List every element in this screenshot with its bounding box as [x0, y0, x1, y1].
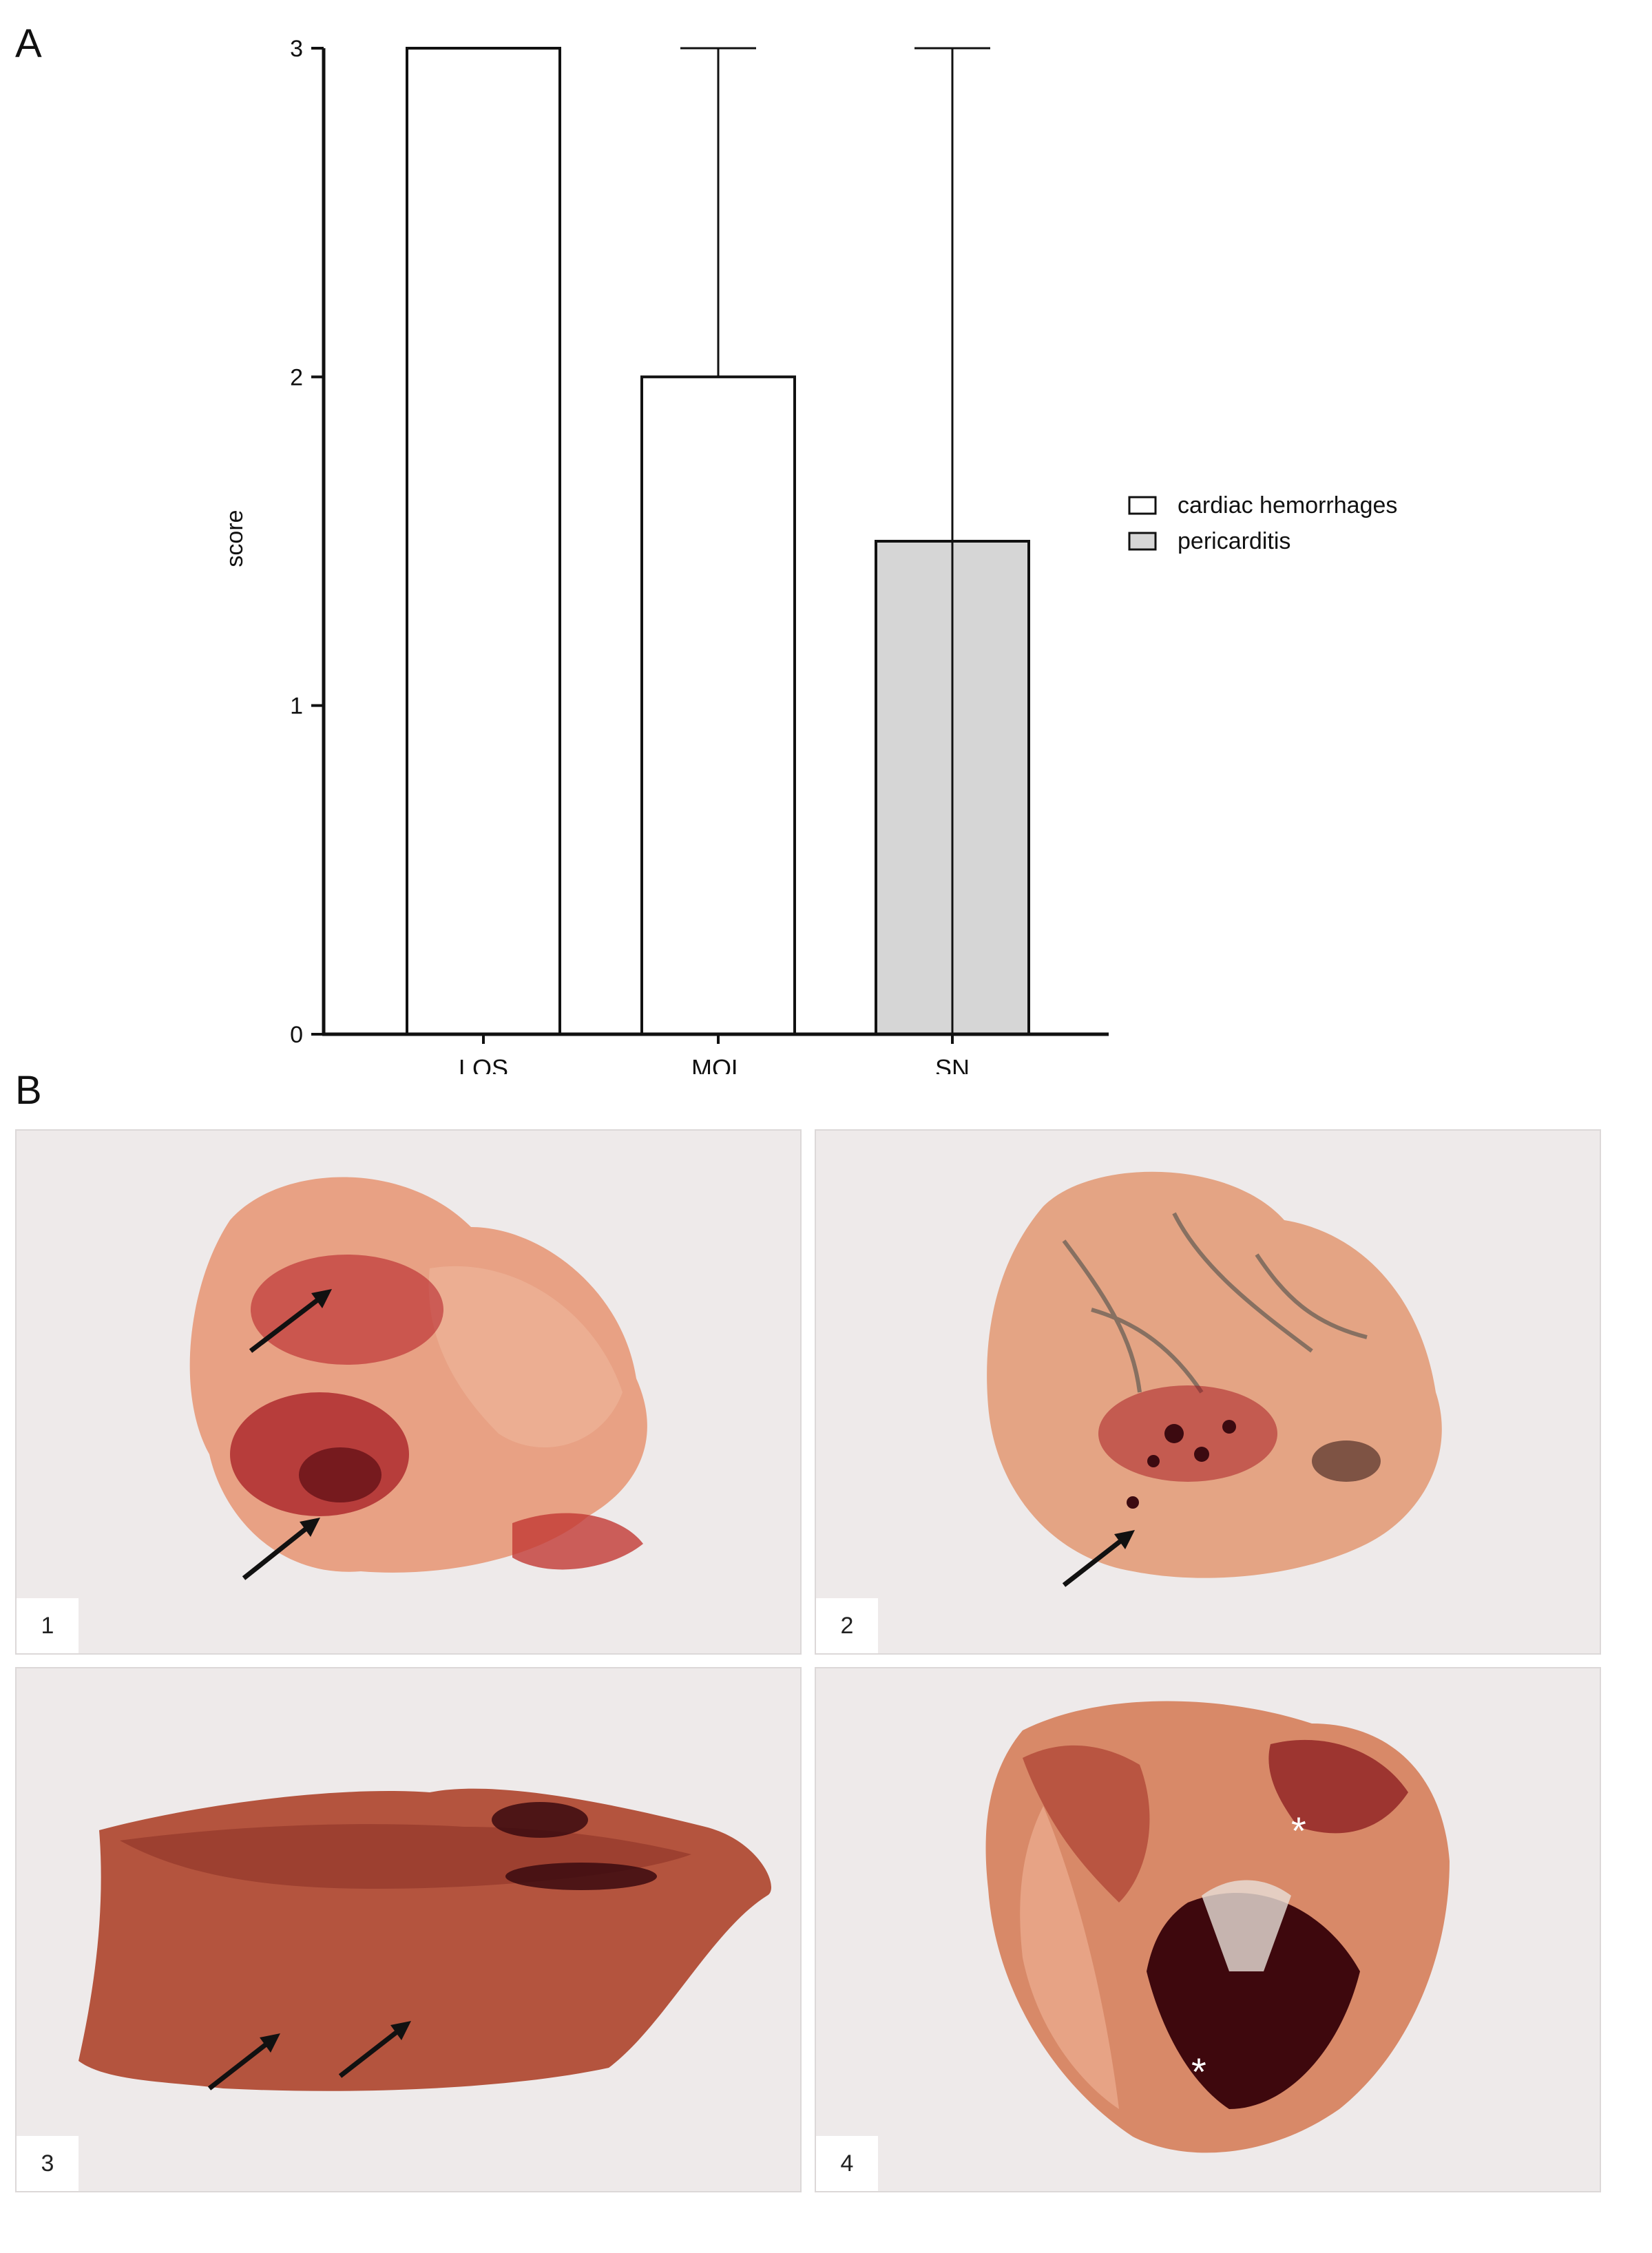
bar-mol: [640, 375, 796, 1036]
asterisk-mark: *: [1291, 1809, 1306, 1852]
legend-swatch-pericarditis: [1128, 532, 1157, 551]
y-tick-label-1: 1: [290, 693, 303, 720]
photo-panel-2: 2: [815, 1129, 1601, 1655]
y-axis-label: score: [222, 510, 248, 567]
photo-panel-4: * * 4: [815, 1667, 1601, 2192]
y-tick-label-0: 0: [290, 1022, 303, 1048]
legend: cardiac hemorrhages pericarditis: [1128, 492, 1397, 554]
axes-layer: [322, 48, 1109, 1036]
y-tick-label-3: 3: [290, 36, 303, 62]
panel-b-label: B: [15, 1068, 42, 1113]
panel-a-label: A: [15, 21, 42, 66]
photo-number-4: 4: [816, 2136, 878, 2191]
x-tick-label-sn: SN: [935, 1054, 970, 1074]
photo-panel-3: 3: [15, 1667, 802, 2192]
heart-hemorrhage-photo: [987, 1171, 1442, 1587]
bar-chart: LOS MOL SN 0 1 2 3 score cardiac hemorrhages p…: [222, 36, 1397, 1074]
bar-los: [406, 47, 561, 1036]
x-tick-label-mol: MOL: [691, 1054, 745, 1074]
legend-swatch-cardiac-hemorrhages: [1128, 496, 1157, 515]
asterisk-mark: *: [1191, 2050, 1206, 2093]
x-tick-label-los: LOS: [459, 1054, 508, 1074]
error-bars-layer: [446, 47, 990, 1034]
legend-label-pericarditis: pericarditis: [1178, 528, 1290, 554]
photo-number-1: 1: [17, 1598, 79, 1653]
y-tick-label-2: 2: [290, 364, 303, 390]
photo-number-2: 2: [816, 1598, 878, 1653]
legend-label-cardiac-hemorrhages: cardiac hemorrhages: [1178, 492, 1397, 518]
tissue-slice-photo: [79, 1788, 771, 2091]
opened-heart-photo: * *: [985, 1701, 1450, 2153]
photo-number-3: 3: [17, 2136, 79, 2191]
heart-hemorrhage-photo: [189, 1177, 647, 1580]
ticks-layer: LOS MOL SN 0 1 2 3: [290, 36, 970, 1074]
photo-panel-1: 1: [15, 1129, 802, 1655]
